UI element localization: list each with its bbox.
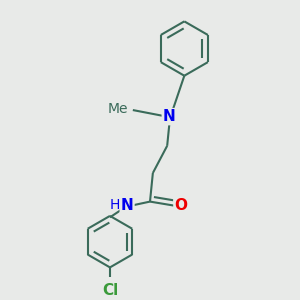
Text: O: O (174, 198, 188, 213)
Text: Cl: Cl (102, 283, 118, 298)
Text: N: N (163, 109, 175, 124)
Text: N: N (121, 197, 134, 212)
Text: H: H (110, 198, 120, 212)
Text: Me: Me (107, 102, 128, 116)
